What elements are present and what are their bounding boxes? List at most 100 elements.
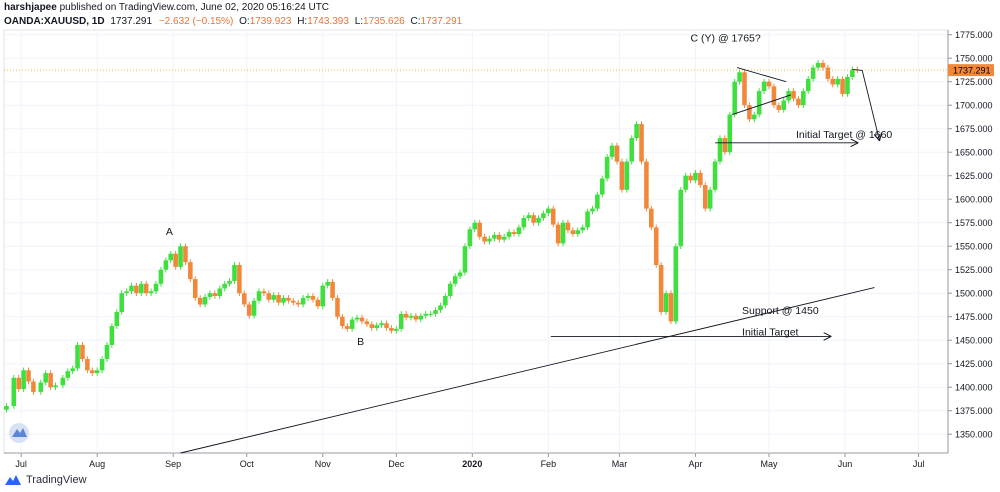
candle-body [845, 77, 850, 94]
projection-arrow [861, 70, 879, 140]
candle-body [526, 215, 531, 218]
candle-body [16, 377, 21, 390]
candle-body [173, 253, 178, 267]
candle-body [521, 218, 527, 228]
plot-frame [3, 29, 949, 454]
close-value: 1737.291 [420, 16, 463, 27]
candle-body [242, 293, 247, 305]
candle-body [374, 325, 379, 328]
candle-body [109, 326, 115, 345]
watermark-icon [12, 428, 27, 437]
candle-body [477, 222, 482, 237]
candle-body [48, 373, 53, 388]
watermark-badge [9, 423, 29, 443]
candle-body [447, 283, 453, 297]
candle-body [403, 313, 409, 318]
candle-body [315, 299, 321, 307]
high-value: 1743.393 [307, 16, 349, 27]
candle-body [349, 319, 355, 329]
candle-body [266, 293, 272, 300]
candle-body [143, 283, 149, 294]
candle-body [501, 236, 507, 240]
candle-body [70, 368, 75, 372]
y-tick-label: 1775.000 [955, 30, 993, 40]
candle-body [227, 280, 232, 284]
candle-body [766, 81, 772, 87]
candle-body [423, 313, 429, 316]
candle-body [85, 359, 90, 371]
candle-body [452, 276, 458, 284]
candle-body [4, 406, 9, 410]
candle-body [472, 222, 478, 230]
candle-body [31, 381, 36, 392]
annotation-initial-target-1660: Initial Target @ 1660 [796, 129, 892, 141]
candle-body [340, 316, 345, 327]
triangle-upper [737, 67, 787, 83]
candle-body [163, 260, 169, 270]
projection-segment [852, 69, 863, 71]
candle-body [570, 230, 576, 234]
candle-body [580, 227, 585, 231]
candle-body [511, 232, 517, 234]
candle-body [649, 208, 654, 228]
candle-body [457, 272, 463, 277]
candle-body [188, 262, 193, 280]
candle-body [398, 313, 404, 329]
candle-body [320, 285, 326, 307]
candle-body [389, 327, 394, 331]
candle-body [300, 297, 306, 305]
candle-body [830, 78, 836, 85]
author-name[interactable]: harshjapee [4, 2, 57, 13]
candle-body [810, 67, 816, 79]
candle-body [825, 67, 831, 79]
tradingview-logo-icon[interactable] [4, 473, 22, 487]
candle-body [487, 238, 492, 242]
candle-body [805, 78, 811, 92]
candle-body [222, 283, 227, 289]
candle-body [354, 317, 360, 320]
price-chart[interactable]: 1350.000 1375.000 1400.000 1425.000 1450.000… [0, 28, 1000, 472]
candle-body [565, 222, 571, 231]
candle-body [619, 161, 625, 190]
candle-body [330, 281, 335, 298]
candle-body [183, 246, 188, 263]
candle-body [624, 161, 630, 190]
candle-body [629, 138, 634, 162]
candle-body [11, 377, 17, 406]
candle-body [658, 265, 664, 312]
candle-body [344, 326, 350, 329]
y-tick-label: 1700.000 [955, 101, 993, 111]
candle-body [256, 291, 262, 301]
candle-body [433, 310, 438, 314]
y-tick-label: 1500.000 [955, 289, 993, 299]
candle-body [89, 370, 95, 374]
candle-body [516, 227, 522, 234]
candle-body [305, 296, 311, 298]
support-trendline [180, 287, 875, 454]
candle-body [99, 359, 105, 371]
candle-body [550, 208, 556, 225]
candle-body [217, 288, 223, 297]
published-info: published on TradingView.com, June 02, 2… [59, 2, 330, 13]
candle-body [443, 296, 448, 306]
y-tick-label: 1625.000 [955, 171, 993, 181]
symbol-name[interactable]: OANDA:XAUUSD, 1D [4, 16, 105, 27]
x-tick-label: Feb [541, 459, 557, 469]
low-value: 1735.626 [363, 16, 405, 27]
y-tick-label: 1675.000 [955, 124, 993, 134]
candle-body [712, 161, 718, 190]
symbol-legend: OANDA:XAUUSD, 1D 1737.291 −2.632 (−0.15%… [4, 15, 994, 28]
tradingview-brand[interactable]: TradingView [26, 474, 87, 486]
y-tick-label: 1575.000 [955, 218, 993, 228]
y-tick-label: 1550.000 [955, 242, 993, 252]
candle-body [560, 222, 566, 244]
candle-body [158, 269, 164, 284]
candle-body [65, 371, 71, 378]
annotation-support-1450: Support @ 1450 [742, 305, 819, 317]
candle-body [536, 218, 541, 223]
candle-body [801, 91, 806, 106]
candle-body [840, 78, 845, 94]
candle-body [139, 283, 144, 294]
candle-body [178, 246, 183, 267]
candle-body [683, 175, 688, 190]
